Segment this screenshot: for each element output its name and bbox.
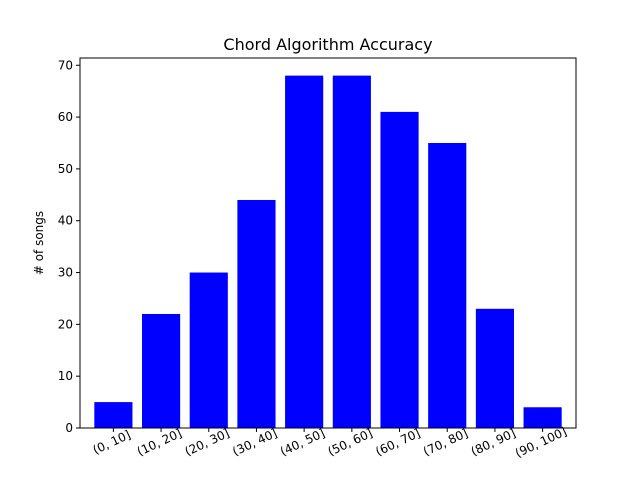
bar (94, 402, 133, 428)
chart-title: Chord Algorithm Accuracy (223, 35, 432, 54)
bar (189, 272, 228, 428)
plot-frame (79, 57, 577, 429)
bar (523, 407, 562, 428)
y-axis-ticks: 0 10 20 30 40 50 60 70 (58, 58, 80, 435)
y-tick-label: 20 (58, 317, 73, 331)
y-tick-label: 40 (58, 214, 73, 228)
y-tick-label: 70 (58, 58, 73, 72)
y-tick-label: 10 (58, 369, 73, 383)
bar (332, 75, 371, 429)
bar (475, 308, 514, 428)
bar (380, 111, 419, 428)
bar (237, 199, 276, 428)
y-tick-label: 60 (58, 110, 73, 124)
y-tick-label: 50 (58, 162, 73, 176)
bar (428, 142, 467, 429)
bar (142, 313, 181, 428)
bars-layer (94, 75, 562, 429)
y-tick-label: 0 (65, 421, 73, 435)
y-axis-label: # of songs (32, 211, 46, 275)
bar (285, 75, 324, 429)
y-tick-label: 30 (58, 266, 73, 280)
